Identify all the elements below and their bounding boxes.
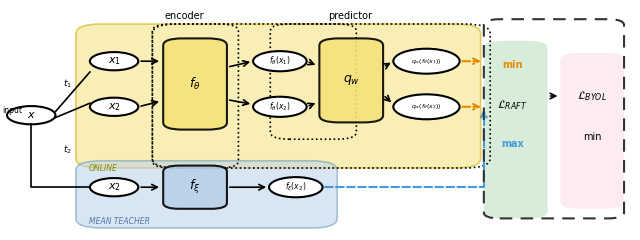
Text: $x_2$: $x_2$ (108, 101, 120, 113)
FancyBboxPatch shape (163, 166, 227, 209)
Text: min: min (583, 132, 602, 142)
FancyBboxPatch shape (163, 38, 227, 130)
FancyBboxPatch shape (76, 24, 481, 168)
Text: $f_\theta(x_2)$: $f_\theta(x_2)$ (269, 101, 291, 113)
Text: input: input (2, 106, 22, 115)
FancyBboxPatch shape (484, 41, 548, 218)
Text: $f_\theta$: $f_\theta$ (189, 76, 201, 92)
Circle shape (90, 178, 138, 196)
Circle shape (253, 97, 307, 117)
Text: MEAN TEACHER: MEAN TEACHER (88, 217, 150, 226)
Circle shape (90, 98, 138, 116)
Text: $q_w(f_\theta(x_2))$: $q_w(f_\theta(x_2))$ (412, 102, 442, 111)
FancyBboxPatch shape (76, 161, 337, 228)
Text: ONLINE: ONLINE (88, 164, 118, 173)
Text: min: min (502, 60, 523, 70)
Circle shape (394, 94, 460, 119)
Circle shape (253, 51, 307, 71)
Text: $q_w$: $q_w$ (342, 73, 360, 87)
Circle shape (394, 49, 460, 74)
Text: $t_1$: $t_1$ (63, 78, 72, 90)
Text: $x$: $x$ (27, 110, 36, 120)
Text: max: max (501, 139, 524, 149)
Text: $f_\xi$: $f_\xi$ (189, 178, 201, 196)
FancyBboxPatch shape (319, 38, 383, 122)
Text: $x_2$: $x_2$ (108, 181, 120, 193)
Text: encoder: encoder (164, 11, 204, 21)
Circle shape (7, 106, 56, 124)
Text: $q_w(f_\theta(x_1))$: $q_w(f_\theta(x_1))$ (412, 57, 442, 66)
Circle shape (90, 52, 138, 70)
Text: predictor: predictor (328, 11, 372, 21)
Text: $f_\theta(x_1)$: $f_\theta(x_1)$ (269, 55, 291, 67)
Text: $f_\xi(x_2)$: $f_\xi(x_2)$ (285, 181, 307, 194)
FancyBboxPatch shape (561, 53, 624, 209)
Circle shape (269, 177, 323, 197)
Text: $\mathcal{L}_{RAFT}$: $\mathcal{L}_{RAFT}$ (497, 99, 527, 113)
Text: $t_2$: $t_2$ (63, 144, 72, 156)
Text: $x_1$: $x_1$ (108, 55, 121, 67)
Text: $\mathcal{L}_{BYOL}$: $\mathcal{L}_{BYOL}$ (577, 89, 607, 103)
